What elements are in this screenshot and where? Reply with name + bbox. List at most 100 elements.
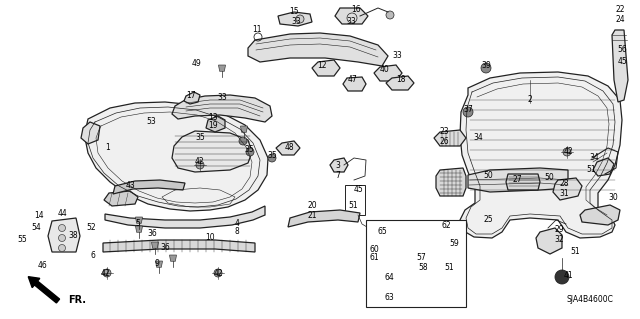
Text: 5: 5 bbox=[136, 219, 140, 228]
Text: 55: 55 bbox=[17, 235, 27, 244]
Text: 3: 3 bbox=[335, 160, 340, 169]
Polygon shape bbox=[370, 226, 388, 240]
Polygon shape bbox=[152, 242, 159, 248]
Text: 32: 32 bbox=[554, 235, 564, 244]
Polygon shape bbox=[553, 178, 582, 200]
Text: 25: 25 bbox=[483, 216, 493, 225]
Polygon shape bbox=[184, 92, 200, 104]
Bar bbox=[345, 185, 365, 215]
Text: 16: 16 bbox=[351, 5, 361, 14]
Text: 46: 46 bbox=[37, 261, 47, 270]
Circle shape bbox=[58, 225, 65, 232]
Text: 12: 12 bbox=[317, 61, 327, 70]
Polygon shape bbox=[386, 76, 414, 90]
FancyArrow shape bbox=[28, 277, 60, 303]
Polygon shape bbox=[156, 261, 163, 267]
Polygon shape bbox=[48, 218, 80, 252]
Polygon shape bbox=[104, 191, 138, 206]
Text: 33: 33 bbox=[291, 18, 301, 26]
Circle shape bbox=[384, 274, 396, 286]
Text: 4: 4 bbox=[235, 219, 239, 227]
Circle shape bbox=[481, 63, 491, 73]
Text: 10: 10 bbox=[205, 233, 215, 241]
Polygon shape bbox=[387, 294, 394, 300]
Text: 54: 54 bbox=[31, 224, 41, 233]
Polygon shape bbox=[369, 247, 385, 258]
Text: 61: 61 bbox=[369, 254, 379, 263]
Text: 1: 1 bbox=[106, 144, 110, 152]
Text: 2: 2 bbox=[527, 95, 532, 105]
Polygon shape bbox=[343, 77, 366, 91]
Text: 36: 36 bbox=[160, 243, 170, 253]
Text: 45: 45 bbox=[353, 186, 363, 195]
Polygon shape bbox=[172, 131, 252, 172]
Text: 59: 59 bbox=[449, 239, 459, 248]
Circle shape bbox=[239, 137, 247, 145]
Text: 51: 51 bbox=[348, 201, 358, 210]
Text: 58: 58 bbox=[418, 263, 428, 272]
Text: 18: 18 bbox=[396, 76, 406, 85]
Polygon shape bbox=[241, 126, 248, 132]
Polygon shape bbox=[170, 255, 177, 261]
Polygon shape bbox=[436, 168, 466, 196]
Text: 35: 35 bbox=[267, 151, 277, 160]
Text: 56: 56 bbox=[617, 46, 627, 55]
Text: 50: 50 bbox=[483, 170, 493, 180]
Text: 43: 43 bbox=[126, 182, 136, 190]
Text: 45: 45 bbox=[617, 57, 627, 66]
Circle shape bbox=[417, 256, 425, 264]
Circle shape bbox=[386, 11, 394, 19]
Circle shape bbox=[563, 148, 571, 156]
Text: 50: 50 bbox=[544, 174, 554, 182]
Text: 53: 53 bbox=[146, 117, 156, 127]
Circle shape bbox=[196, 161, 204, 169]
Text: 26: 26 bbox=[439, 137, 449, 146]
Polygon shape bbox=[172, 95, 272, 122]
Text: 13: 13 bbox=[208, 113, 218, 122]
Polygon shape bbox=[506, 174, 540, 190]
Text: 39: 39 bbox=[481, 61, 491, 70]
Polygon shape bbox=[206, 116, 225, 132]
Polygon shape bbox=[136, 226, 143, 232]
Text: 35: 35 bbox=[195, 133, 205, 143]
Polygon shape bbox=[103, 240, 255, 252]
Text: 6: 6 bbox=[91, 250, 95, 259]
Polygon shape bbox=[593, 158, 614, 176]
Polygon shape bbox=[612, 30, 628, 102]
Text: 31: 31 bbox=[559, 189, 569, 197]
Polygon shape bbox=[105, 206, 265, 228]
Text: 60: 60 bbox=[369, 244, 379, 254]
Polygon shape bbox=[468, 168, 568, 192]
Text: 20: 20 bbox=[307, 201, 317, 210]
Polygon shape bbox=[85, 102, 268, 211]
Text: 62: 62 bbox=[441, 220, 451, 229]
Polygon shape bbox=[335, 8, 368, 24]
Text: 33: 33 bbox=[346, 18, 356, 26]
Text: 34: 34 bbox=[473, 133, 483, 143]
Circle shape bbox=[387, 277, 393, 283]
Polygon shape bbox=[434, 130, 466, 146]
Polygon shape bbox=[278, 12, 312, 26]
Text: 57: 57 bbox=[416, 254, 426, 263]
Polygon shape bbox=[248, 33, 388, 66]
Text: 9: 9 bbox=[155, 258, 159, 268]
Text: 42: 42 bbox=[194, 158, 204, 167]
Polygon shape bbox=[113, 180, 185, 194]
Text: 24: 24 bbox=[615, 16, 625, 25]
Circle shape bbox=[214, 269, 222, 277]
Text: 36: 36 bbox=[147, 228, 157, 238]
Circle shape bbox=[246, 148, 254, 156]
Text: 33: 33 bbox=[392, 50, 402, 60]
Text: 44: 44 bbox=[57, 210, 67, 219]
Text: 33: 33 bbox=[217, 93, 227, 102]
Text: 30: 30 bbox=[608, 192, 618, 202]
Text: 21: 21 bbox=[307, 211, 317, 219]
Circle shape bbox=[296, 15, 304, 23]
Text: 14: 14 bbox=[34, 211, 44, 219]
Text: 15: 15 bbox=[289, 6, 299, 16]
Text: 8: 8 bbox=[235, 227, 239, 236]
Text: SJA4B4600C: SJA4B4600C bbox=[566, 295, 613, 305]
Text: 40: 40 bbox=[380, 65, 390, 75]
Polygon shape bbox=[81, 122, 100, 144]
Polygon shape bbox=[276, 141, 300, 155]
